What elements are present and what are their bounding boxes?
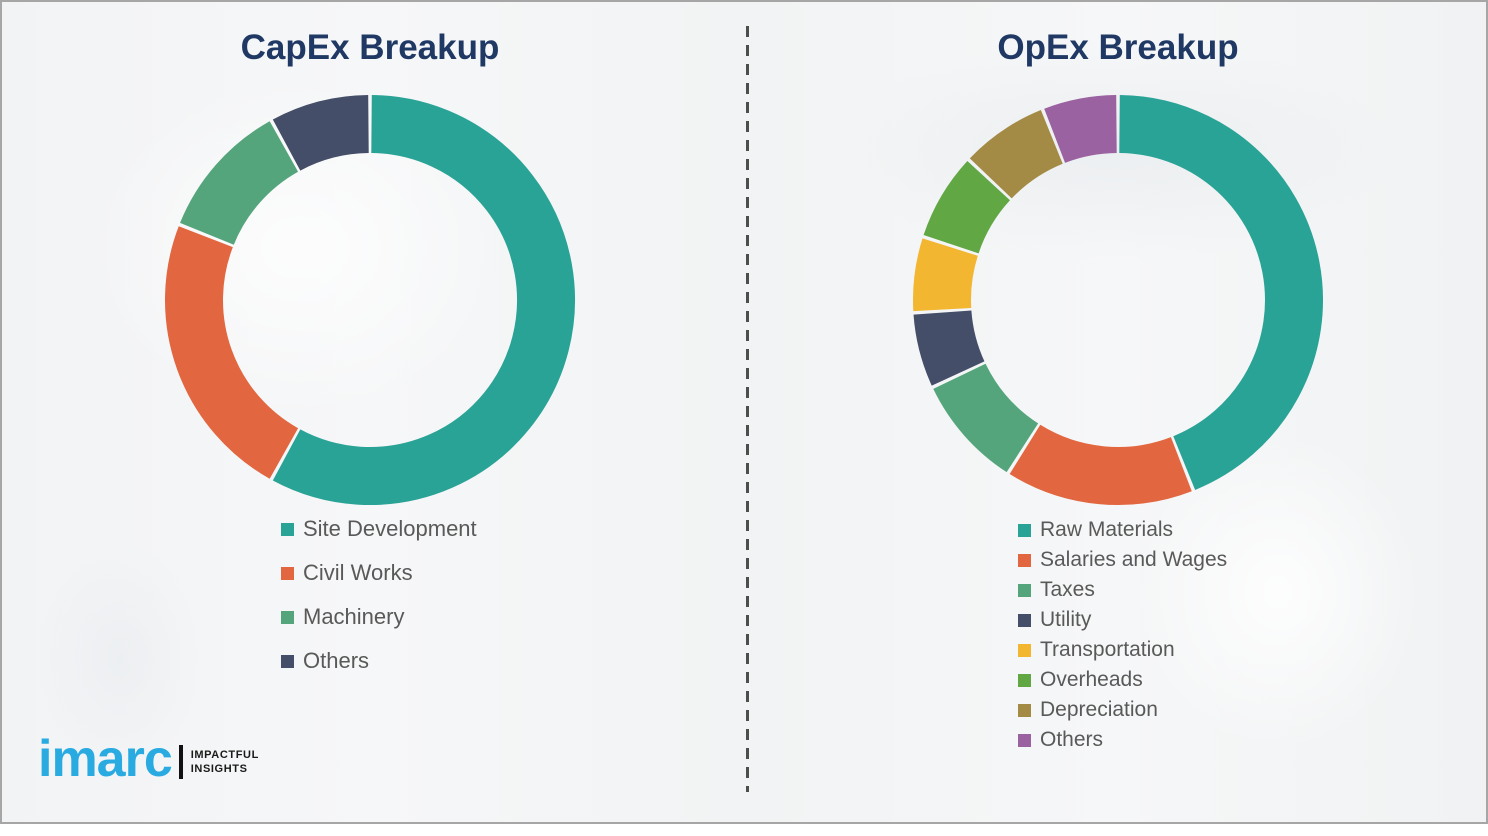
- donut-segment-machinery: [180, 121, 299, 246]
- legend-item-others-opex: Others: [1018, 727, 1227, 753]
- opex-chart-title: OpEx Breakup: [997, 28, 1239, 67]
- legend-label: Transportation: [1040, 638, 1175, 661]
- legend-swatch-icon: [1018, 703, 1031, 717]
- legend-swatch-icon: [1018, 643, 1031, 657]
- logo-tagline-line2: INSIGHTS: [190, 763, 248, 775]
- capex-legend: Site Development Civil Works Machinery O…: [281, 516, 477, 674]
- donut-segment-taxes: [933, 363, 1039, 473]
- legend-item-site-development: Site Development: [281, 516, 477, 542]
- capex-donut-chart: [165, 95, 576, 505]
- legend-swatch-icon: [1018, 613, 1031, 627]
- legend-label: Others: [1040, 728, 1104, 751]
- legend-label: Utility: [1040, 608, 1092, 631]
- legend-label: Raw Materials: [1040, 518, 1174, 541]
- legend-swatch-icon: [281, 566, 294, 580]
- legend-swatch-icon: [281, 522, 294, 536]
- opex-donut-chart: [913, 95, 1323, 505]
- legend-label: Depreciation: [1040, 698, 1158, 721]
- legend-item-others: Others: [281, 648, 477, 674]
- legend-label: Others: [303, 648, 370, 673]
- vertical-dashed-divider: [746, 26, 749, 792]
- donut-segment-overheads: [923, 160, 1011, 255]
- legend-item-salaries-and-wages: Salaries and Wages: [1018, 547, 1227, 573]
- opex-legend: Raw Materials Salaries and Wages Taxes U…: [1018, 517, 1227, 753]
- legend-item-taxes: Taxes: [1018, 577, 1227, 603]
- legend-swatch-icon: [1018, 733, 1031, 747]
- donut-segment-site-development: [272, 95, 576, 505]
- legend-item-overheads: Overheads: [1018, 667, 1227, 693]
- donut-segment-civil-works: [165, 226, 299, 479]
- logo-tagline-line1: IMPACTFUL: [190, 748, 259, 761]
- legend-item-raw-materials: Raw Materials: [1018, 517, 1227, 543]
- legend-label: Overheads: [1040, 668, 1143, 691]
- donut-segment-others: [1044, 95, 1118, 164]
- legend-item-utility: Utility: [1018, 607, 1227, 633]
- legend-item-civil-works: Civil Works: [281, 560, 477, 586]
- imarc-logo: imarc IMPACTFUL INSIGHTS: [38, 733, 259, 785]
- legend-item-transportation: Transportation: [1018, 637, 1227, 663]
- donut-segment-raw-materials: [1118, 95, 1323, 490]
- legend-swatch-icon: [1018, 523, 1031, 537]
- donut-segment-transportation: [913, 238, 979, 312]
- legend-label: Salaries and Wages: [1040, 548, 1228, 571]
- legend-item-machinery: Machinery: [281, 604, 477, 630]
- legend-swatch-icon: [281, 654, 294, 668]
- capex-chart-title: CapEx Breakup: [240, 28, 500, 67]
- logo-tagline: IMPACTFUL INSIGHTS: [191, 748, 259, 777]
- imarc-wordmark: imarc: [38, 730, 173, 788]
- donut-segment-utility: [913, 309, 985, 386]
- legend-swatch-icon: [1018, 553, 1031, 567]
- donut-segment-others: [272, 95, 370, 171]
- donut-segment-depreciation: [969, 110, 1064, 200]
- legend-label: Civil Works: [303, 560, 413, 585]
- legend-swatch-icon: [281, 610, 294, 624]
- donut-segment-salaries-and-wages: [1009, 424, 1192, 505]
- legend-label: Taxes: [1040, 578, 1095, 601]
- legend-label: Machinery: [303, 604, 405, 629]
- logo-separator-bar: [178, 745, 183, 779]
- legend-label: Site Development: [303, 516, 477, 541]
- legend-swatch-icon: [1018, 583, 1031, 597]
- legend-swatch-icon: [1018, 673, 1031, 687]
- legend-item-depreciation: Depreciation: [1018, 697, 1227, 723]
